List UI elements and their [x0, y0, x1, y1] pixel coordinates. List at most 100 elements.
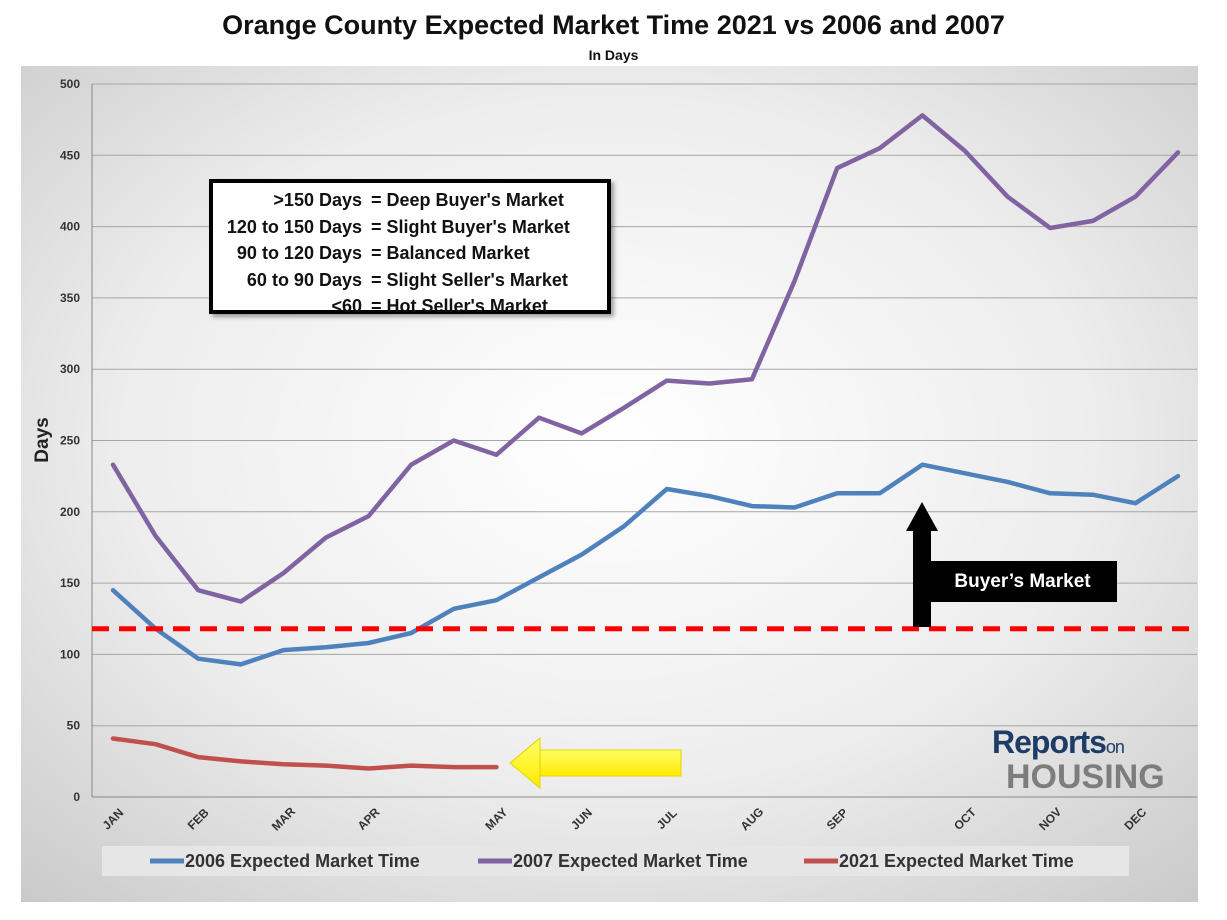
key-row: 120 to 150 Days = Slight Buyer's Market — [213, 214, 607, 241]
data-point — [580, 553, 584, 557]
legend-background — [102, 846, 1129, 876]
key-range: 120 to 150 Days — [226, 216, 362, 237]
logo-line-2: HOUSING — [1006, 758, 1165, 796]
data-point — [111, 737, 115, 741]
y-tick-label: 300 — [60, 362, 80, 376]
data-point — [963, 471, 967, 475]
key-range: <60 — [331, 296, 362, 316]
series-line-3 — [110, 736, 499, 771]
y-tick-label: 500 — [60, 77, 80, 91]
key-label: = Deep Buyer's Market — [371, 190, 564, 210]
y-tick-label: 450 — [60, 148, 80, 162]
logo-text-reports: Reports — [992, 724, 1107, 760]
data-point — [665, 379, 669, 383]
key-label: = Slight Buyer's Market — [371, 216, 570, 237]
data-point — [494, 598, 498, 602]
y-tick-label: 400 — [60, 220, 80, 234]
data-point — [154, 742, 158, 746]
data-point — [1006, 480, 1010, 484]
data-point — [622, 406, 626, 410]
data-point — [1091, 219, 1095, 223]
data-point — [409, 764, 413, 768]
data-point — [494, 765, 498, 769]
data-point — [1133, 501, 1137, 505]
reports-on-housing-logo: Reportson HOUSING — [972, 722, 1177, 797]
y-tick-label: 100 — [60, 647, 80, 661]
data-point — [324, 645, 328, 649]
data-point — [1091, 493, 1095, 497]
key-range: 90 to 120 Days — [236, 243, 362, 263]
data-point — [1048, 226, 1052, 230]
legend-label: 2021 Expected Market Time — [839, 851, 1074, 871]
data-point — [878, 146, 882, 150]
key-range: >150 Days — [273, 190, 362, 210]
data-point — [1006, 195, 1010, 199]
yellow-arrow — [509, 736, 682, 790]
data-point — [367, 641, 371, 645]
key-range: 60 to 90 Days — [246, 269, 362, 290]
logo-line-1: Reportson — [992, 724, 1125, 761]
data-point — [281, 571, 285, 575]
data-point — [281, 648, 285, 652]
key-label: = Balanced Market — [371, 243, 530, 263]
series-line-1 — [110, 462, 1181, 667]
key-row: <60 = Hot Seller's Market — [213, 293, 607, 320]
data-point — [580, 431, 584, 435]
data-point — [537, 575, 541, 579]
data-point — [793, 506, 797, 510]
y-tick-label: 350 — [60, 291, 80, 305]
y-tick-label: 150 — [60, 576, 80, 590]
data-point — [920, 463, 924, 467]
y-tick-label: 200 — [60, 505, 80, 519]
series-line-2 — [110, 113, 1181, 604]
market-key-box: >150 Days = Deep Buyer's Market 120 to 15… — [209, 179, 611, 316]
key-row: >150 Days = Deep Buyer's Market — [213, 187, 607, 214]
data-point — [494, 453, 498, 457]
y-tick-label: 50 — [67, 719, 81, 733]
data-point — [835, 491, 839, 495]
data-point — [920, 113, 924, 117]
data-point — [665, 487, 669, 491]
data-point — [452, 439, 456, 442]
data-point — [1133, 195, 1137, 199]
data-point — [111, 588, 115, 592]
data-point — [239, 759, 243, 763]
chart-title: Orange County Expected Market Time 2021 … — [222, 10, 1005, 40]
data-point — [239, 600, 243, 604]
data-point — [154, 534, 158, 538]
data-point — [835, 166, 839, 170]
data-point — [111, 463, 115, 467]
data-point — [281, 762, 285, 766]
data-point — [196, 657, 200, 661]
y-axis-label: Days — [32, 417, 53, 462]
key-row: 90 to 120 Days = Balanced Market — [213, 240, 607, 267]
data-point — [707, 381, 711, 385]
data-point — [324, 764, 328, 768]
data-point — [239, 662, 243, 666]
data-point — [622, 524, 626, 528]
data-point — [409, 631, 413, 635]
legend-label: 2007 Expected Market Time — [513, 851, 748, 871]
data-point — [1176, 150, 1180, 154]
key-row: 60 to 90 Days = Slight Seller's Market — [213, 267, 607, 294]
data-point — [1176, 474, 1180, 478]
legend-label: 2006 Expected Market Time — [185, 851, 420, 871]
key-label: = Hot Seller's Market — [371, 296, 548, 316]
data-point — [324, 535, 328, 539]
data-point — [452, 607, 456, 611]
key-label: = Slight Seller's Market — [371, 269, 568, 290]
data-point — [537, 416, 541, 420]
data-point — [750, 504, 754, 508]
data-point — [750, 377, 754, 381]
data-point — [367, 514, 371, 518]
data-point — [1048, 491, 1052, 495]
data-point — [409, 463, 413, 467]
y-tick-label: 250 — [60, 434, 80, 448]
logo-text-on: on — [1105, 737, 1125, 757]
data-point — [196, 755, 200, 759]
data-point — [963, 149, 967, 153]
data-point — [707, 494, 711, 498]
data-point — [196, 588, 200, 592]
data-point — [367, 766, 371, 770]
chart-subtitle: In Days — [588, 47, 639, 63]
